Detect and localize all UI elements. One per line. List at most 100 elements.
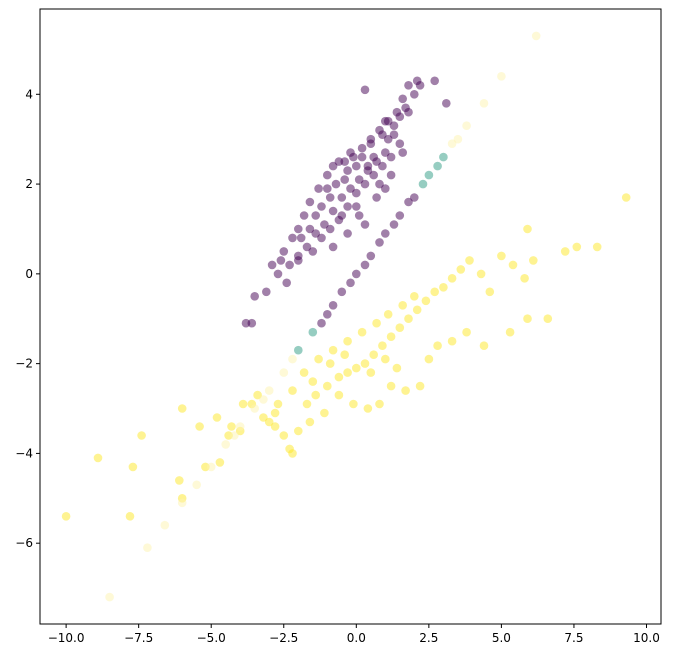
data-point [415, 381, 425, 391]
data-point [372, 193, 381, 202]
data-point [447, 139, 457, 148]
data-point [410, 193, 419, 202]
x-tick-label: 10.0 [633, 631, 660, 645]
data-point [404, 81, 413, 90]
data-point [177, 498, 187, 508]
data-point [456, 265, 466, 274]
data-point [383, 310, 393, 319]
data-point [323, 184, 332, 193]
data-point [340, 350, 350, 360]
data-point [508, 260, 518, 270]
data-point [424, 354, 434, 364]
data-point [334, 390, 344, 400]
y-tick-label: −6 [15, 536, 33, 550]
y-tick-label: 2 [25, 177, 33, 191]
data-point [433, 161, 442, 171]
data-point [531, 31, 541, 41]
data-point [352, 363, 361, 373]
data-point [366, 251, 376, 261]
data-point [479, 99, 489, 108]
data-point [523, 314, 532, 324]
data-point [215, 458, 225, 467]
data-point [314, 354, 323, 364]
data-point [410, 90, 419, 99]
y-tick-label: 0 [25, 267, 33, 281]
axes-frame [39, 8, 662, 625]
data-point [267, 260, 277, 270]
data-point [462, 327, 471, 337]
data-point [328, 301, 338, 310]
x-tick-label: −2.5 [269, 631, 298, 645]
data-point [305, 224, 315, 234]
data-point [334, 372, 344, 382]
data-point [302, 399, 312, 409]
data-point [543, 314, 553, 324]
data-point [346, 184, 355, 193]
data-point [343, 202, 352, 211]
data-point [392, 363, 402, 373]
data-point [395, 211, 405, 220]
data-point [296, 233, 306, 243]
data-point [323, 381, 332, 391]
data-point [206, 462, 216, 472]
x-tick-label: −7.5 [124, 631, 153, 645]
data-point [273, 399, 283, 409]
data-point [311, 390, 321, 400]
data-point [395, 139, 405, 148]
data-point [346, 278, 355, 288]
data-point [299, 368, 309, 377]
data-point [386, 381, 396, 391]
data-point [294, 224, 303, 234]
data-point [404, 197, 413, 207]
data-point [250, 292, 259, 301]
x-tick-label: −10.0 [48, 631, 85, 645]
data-point [447, 336, 457, 346]
data-point [230, 431, 239, 440]
data-point [250, 404, 259, 413]
data-point [343, 166, 352, 175]
data-point [294, 256, 303, 265]
data-point [401, 386, 410, 395]
data-point [447, 274, 457, 283]
data-point [175, 476, 184, 485]
data-point [311, 211, 321, 220]
data-point [378, 130, 387, 139]
data-point [317, 202, 326, 211]
data-point [375, 238, 384, 247]
data-point [323, 310, 332, 319]
data-point [383, 134, 393, 144]
data-point [270, 422, 280, 431]
data-point [352, 202, 361, 211]
data-point [462, 121, 471, 130]
data-point [128, 462, 138, 472]
data-point [360, 260, 370, 270]
data-point [621, 193, 631, 202]
data-point [433, 341, 442, 351]
data-point [592, 242, 602, 252]
data-point [270, 408, 280, 418]
data-point [305, 197, 315, 207]
data-point [372, 318, 381, 328]
data-point [320, 220, 329, 229]
data-point [314, 184, 323, 193]
data-point [259, 395, 268, 404]
data-point [439, 152, 448, 162]
data-point [285, 444, 294, 454]
y-tick-label: −2 [15, 357, 33, 371]
data-point [381, 148, 390, 157]
data-point [381, 354, 390, 364]
data-point [357, 143, 367, 153]
x-tick-label: 2.5 [419, 631, 438, 645]
data-point [401, 103, 410, 113]
data-point [485, 287, 495, 297]
data-point [328, 242, 338, 252]
data-point [398, 148, 408, 157]
data-point [363, 161, 373, 171]
data-point [264, 386, 274, 395]
data-point [497, 251, 506, 261]
data-point [294, 345, 303, 355]
data-point [192, 480, 201, 490]
data-point [352, 269, 361, 279]
x-tick-label: −5.0 [197, 631, 226, 645]
data-point [354, 211, 364, 220]
